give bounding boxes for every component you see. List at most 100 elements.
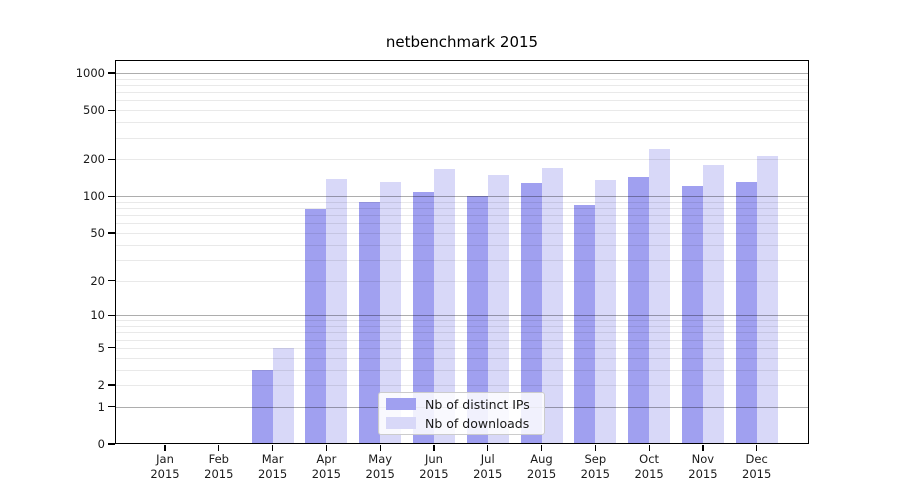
x-tick-label-feb: Feb 2015 <box>191 452 247 482</box>
x-tick-label-sep: Sep 2015 <box>567 452 623 482</box>
x-tick-label-jun: Jun 2015 <box>406 452 462 482</box>
x-tick-label-aug: Aug 2015 <box>514 452 570 482</box>
legend-label-distinct-ips: Nb of distinct IPs <box>425 396 530 412</box>
gridline-minor-700 <box>116 92 808 94</box>
y-tick-mark-20 <box>108 279 115 282</box>
gridline-minor-300 <box>116 137 808 139</box>
bar-ips-mar <box>251 369 273 444</box>
x-tick-label-line: Sep <box>584 452 607 466</box>
x-tick-label-line: 2015 <box>365 467 395 481</box>
x-tick-label-line: May <box>368 452 393 466</box>
y-tick-label-200: 200 <box>83 152 105 167</box>
y-tick-mark-50 <box>108 232 115 234</box>
y-tick-label-100: 100 <box>83 189 105 204</box>
x-tick-label-may: May 2015 <box>352 452 408 482</box>
gridline-minor-9 <box>116 320 808 322</box>
bar-downloads-nov <box>702 164 724 444</box>
gridline-minor-60 <box>116 223 808 225</box>
x-tick-label-line: Mar <box>261 452 284 466</box>
bar-downloads-sep <box>595 179 617 444</box>
y-tick-mark-200 <box>108 158 115 160</box>
x-tick-label-line: 2015 <box>150 467 180 481</box>
bar-downloads-may <box>380 182 402 444</box>
x-tick-mark-jan <box>164 445 166 451</box>
y-tick-mark-1000 <box>108 72 115 74</box>
x-tick-label-jan: Jan 2015 <box>137 452 193 482</box>
x-tick-label-line: 2015 <box>742 467 772 481</box>
x-tick-label-line: 2015 <box>580 467 610 481</box>
x-tick-mark-aug <box>540 445 543 451</box>
x-tick-label-line: 2015 <box>473 467 503 481</box>
gridline-minor-20 <box>116 280 808 282</box>
x-tick-label-line: Aug <box>530 452 553 466</box>
y-tick-label-500: 500 <box>83 103 105 118</box>
x-tick-label-line: Feb <box>208 452 229 466</box>
legend: Nb of distinct IPs Nb of downloads <box>378 392 545 435</box>
bar-downloads-jul <box>487 175 509 444</box>
x-tick-label-line: Apr <box>316 452 337 466</box>
y-tick-mark-2 <box>108 384 115 386</box>
gridline-minor-8 <box>116 326 808 327</box>
legend-item-distinct-ips: Nb of distinct IPs <box>386 396 537 412</box>
legend-item-downloads: Nb of downloads <box>386 415 537 431</box>
gridline-minor-90 <box>116 201 808 203</box>
y-tick-label-50: 50 <box>90 225 105 240</box>
bar-ips-jul <box>466 196 488 444</box>
gridline-minor-7 <box>116 332 808 334</box>
bar-downloads-dec <box>756 155 778 444</box>
x-tick-mark-nov <box>702 445 704 451</box>
gridline-minor-900 <box>116 78 808 80</box>
y-tick-mark-5 <box>108 347 115 349</box>
bar-downloads-oct <box>649 149 671 444</box>
x-tick-label-nov: Nov 2015 <box>675 452 731 482</box>
y-tick-label-0: 0 <box>97 437 105 451</box>
gridline-major-10 <box>116 315 808 317</box>
chart-title: netbenchmark 2015 <box>385 33 539 51</box>
gridline-minor-50 <box>116 232 808 234</box>
gridline-major-1000 <box>116 73 808 74</box>
x-tick-mark-apr <box>325 445 328 451</box>
bar-ips-jun <box>412 192 434 444</box>
x-tick-label-line: Jul <box>480 452 495 466</box>
bar-downloads-mar <box>272 347 294 444</box>
x-tick-label-mar: Mar 2015 <box>245 452 301 482</box>
x-tick-label-line: Jun <box>424 452 443 466</box>
gridline-minor-40 <box>116 244 808 246</box>
gridline-minor-80 <box>116 208 808 210</box>
y-tick-mark-10 <box>108 314 115 316</box>
gridline-minor-400 <box>116 122 808 124</box>
y-tick-label-10: 10 <box>90 308 105 323</box>
x-tick-mark-jun <box>433 445 435 451</box>
gridline-minor-600 <box>116 100 808 102</box>
x-tick-label-line: 2015 <box>311 467 341 481</box>
x-tick-label-line: 2015 <box>419 467 449 481</box>
gridline-minor-5 <box>116 347 808 349</box>
x-tick-mark-may <box>379 445 381 451</box>
bar-downloads-aug <box>541 167 563 444</box>
x-tick-mark-jul <box>487 445 489 451</box>
x-tick-mark-feb <box>218 445 220 451</box>
x-tick-mark-oct <box>648 445 650 451</box>
bar-ips-nov <box>681 185 703 444</box>
x-tick-label-apr: Apr 2015 <box>298 452 354 482</box>
x-tick-mark-mar <box>271 445 274 451</box>
bar-downloads-jun <box>433 169 455 444</box>
y-tick-mark-100 <box>108 195 115 197</box>
gridline-minor-500 <box>116 110 808 112</box>
legend-swatch-distinct-ips <box>386 398 416 410</box>
gridline-minor-200 <box>116 159 808 161</box>
y-tick-label-1000: 1000 <box>75 66 105 80</box>
plot-frame <box>115 60 809 444</box>
x-tick-label-line: Nov <box>691 452 715 466</box>
x-tick-label-jul: Jul 2015 <box>460 452 516 482</box>
x-tick-label-line: Jan <box>156 452 174 466</box>
x-tick-label-line: 2015 <box>688 467 718 481</box>
y-tick-label-1: 1 <box>97 399 105 414</box>
legend-swatch-downloads <box>386 417 416 429</box>
gridline-minor-30 <box>116 259 808 261</box>
bar-ips-dec <box>735 182 757 444</box>
y-tick-mark-0 <box>108 443 115 445</box>
x-tick-label-line: Oct <box>639 452 660 466</box>
gridline-minor-3 <box>116 369 808 371</box>
bar-ips-aug <box>520 183 542 444</box>
